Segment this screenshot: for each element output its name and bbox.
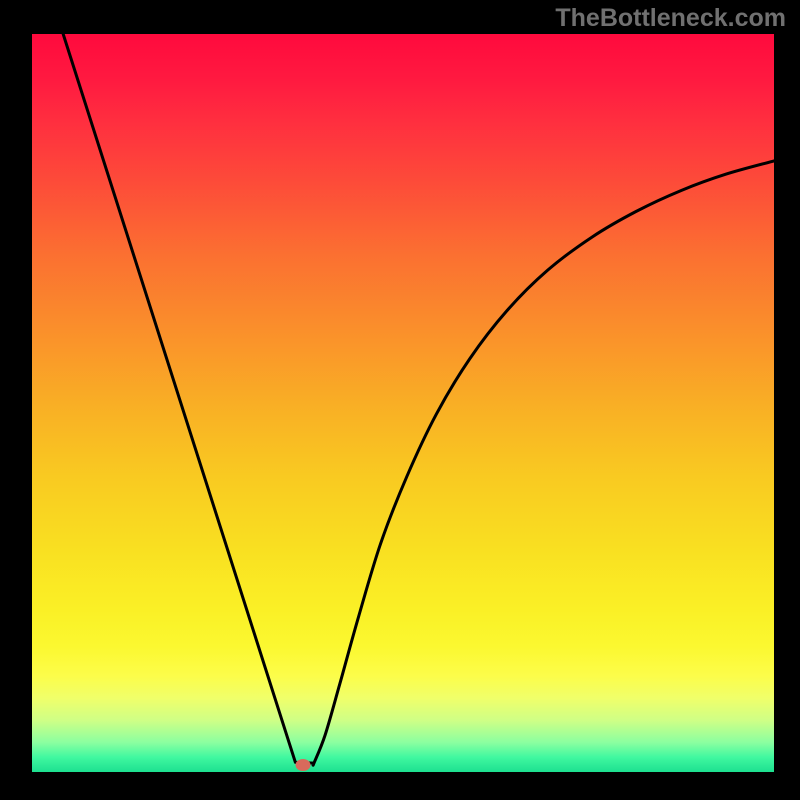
optimum-marker (295, 759, 310, 771)
bottleneck-curve (63, 34, 774, 765)
chart-container: TheBottleneck.com (0, 0, 800, 800)
plot-area (32, 34, 774, 772)
watermark-label: TheBottleneck.com (555, 4, 786, 33)
curve-svg (32, 34, 774, 772)
